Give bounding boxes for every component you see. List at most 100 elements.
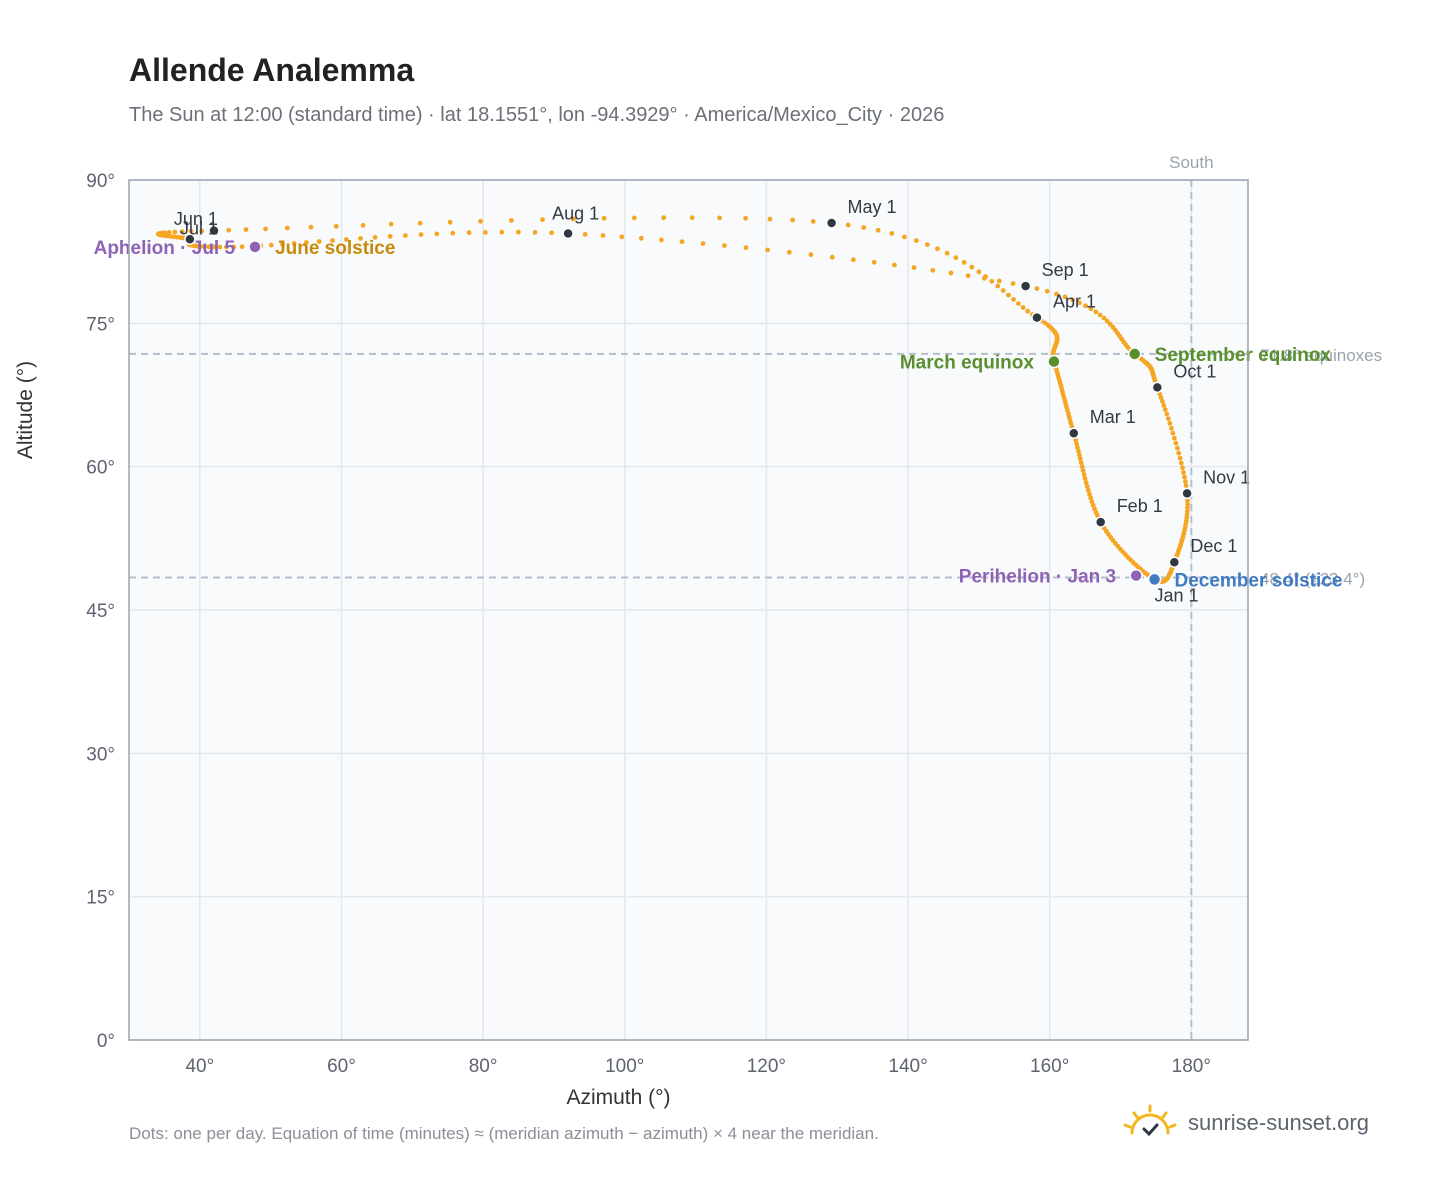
daily-dot bbox=[1025, 308, 1031, 314]
daily-dot bbox=[767, 216, 773, 222]
daily-dot bbox=[1101, 315, 1107, 321]
daily-dot bbox=[1042, 320, 1048, 326]
x-tick-label: 80° bbox=[469, 1056, 498, 1077]
y-tick-label: 45° bbox=[86, 601, 115, 622]
apsis-marker bbox=[1129, 568, 1143, 583]
daily-dot bbox=[892, 262, 897, 268]
month-label: Oct 1 bbox=[1173, 361, 1216, 381]
daily-dot bbox=[1089, 499, 1095, 505]
daily-dot bbox=[206, 244, 212, 250]
equinox-marker bbox=[1047, 354, 1061, 369]
daily-dot bbox=[1077, 452, 1082, 458]
equinox-label: September equinox bbox=[1155, 345, 1332, 366]
daily-dot bbox=[540, 217, 545, 223]
daily-dot bbox=[509, 218, 514, 223]
daily-dot bbox=[601, 215, 607, 221]
daily-dot bbox=[1182, 474, 1187, 480]
daily-dot bbox=[875, 227, 881, 233]
month-label: Jul 1 bbox=[180, 219, 218, 239]
daily-dot bbox=[1078, 460, 1084, 466]
month-marker bbox=[825, 217, 838, 229]
daily-dot bbox=[1178, 460, 1184, 466]
solstice-june-label: June solstice bbox=[275, 238, 395, 259]
daily-dot bbox=[700, 241, 706, 247]
daily-dot bbox=[1170, 430, 1176, 436]
daily-dot bbox=[810, 219, 816, 224]
daily-dot bbox=[902, 234, 907, 240]
x-axis-label: Azimuth (°) bbox=[566, 1086, 670, 1109]
x-tick-label: 60° bbox=[327, 1056, 356, 1077]
daily-dot bbox=[1081, 472, 1087, 477]
daily-dot bbox=[1172, 435, 1177, 441]
daily-dot bbox=[1075, 445, 1080, 450]
daily-dot bbox=[786, 249, 792, 255]
daily-dot bbox=[1097, 312, 1103, 318]
daily-dot bbox=[965, 273, 971, 279]
daily-dot bbox=[1184, 508, 1190, 514]
daily-dot bbox=[969, 264, 975, 270]
daily-dot bbox=[239, 244, 245, 250]
daily-dot bbox=[913, 238, 919, 244]
chart-title: Allende Analemma bbox=[129, 52, 415, 88]
month-marker bbox=[1168, 556, 1181, 568]
brand-name[interactable]: sunrise-sunset.org bbox=[1188, 1110, 1369, 1135]
daily-dot bbox=[948, 270, 954, 276]
daily-dot bbox=[202, 244, 207, 250]
daily-dot bbox=[1088, 495, 1094, 501]
daily-dot bbox=[217, 244, 223, 250]
daily-dot bbox=[532, 230, 538, 235]
daily-dot bbox=[1044, 288, 1050, 294]
month-marker bbox=[184, 233, 196, 245]
chart-subtitle: The Sun at 12:00 (standard time) · lat 1… bbox=[129, 104, 945, 126]
daily-dot bbox=[198, 244, 204, 249]
daily-dot bbox=[743, 245, 749, 251]
daily-dot bbox=[1092, 506, 1097, 512]
month-marker bbox=[1094, 516, 1107, 528]
daily-dot bbox=[1085, 487, 1091, 493]
daily-dot bbox=[845, 222, 851, 228]
daily-dot bbox=[243, 227, 249, 233]
daily-dot bbox=[179, 229, 185, 235]
daily-dot bbox=[388, 221, 394, 227]
month-marker bbox=[1019, 280, 1032, 292]
daily-dot bbox=[930, 267, 936, 273]
daily-dot bbox=[1160, 398, 1165, 404]
daily-dot bbox=[829, 254, 835, 260]
south-label: South bbox=[1169, 153, 1213, 172]
plot-frame bbox=[128, 179, 1249, 1041]
daily-dot bbox=[403, 233, 408, 238]
month-label: Dec 1 bbox=[1190, 536, 1237, 556]
daily-dot bbox=[1175, 445, 1180, 451]
daily-dot bbox=[263, 226, 268, 232]
daily-dot bbox=[689, 215, 695, 221]
month-marker bbox=[562, 227, 574, 240]
daily-dot bbox=[1176, 450, 1182, 456]
daily-dot bbox=[1180, 465, 1185, 471]
x-tick-label: 100° bbox=[605, 1056, 644, 1077]
daily-dot bbox=[499, 229, 505, 235]
month-label: Jan 1 bbox=[1155, 585, 1199, 605]
y-tick-label: 30° bbox=[86, 744, 115, 765]
daily-dot bbox=[280, 241, 285, 247]
daily-dot bbox=[1083, 303, 1088, 309]
daily-dot bbox=[360, 222, 366, 228]
apsis-marker bbox=[248, 240, 262, 254]
daily-dot bbox=[418, 232, 424, 238]
footnote: Dots: one per day. Equation of time (min… bbox=[129, 1124, 879, 1143]
daily-dot bbox=[600, 233, 606, 238]
sun-icon bbox=[1123, 1104, 1177, 1137]
daily-dot bbox=[211, 244, 217, 250]
daily-dot bbox=[1011, 297, 1016, 302]
daily-dot bbox=[1167, 421, 1173, 426]
daily-dot bbox=[1090, 502, 1096, 508]
y-tick-label: 0° bbox=[97, 1031, 115, 1052]
daily-dot bbox=[1185, 498, 1190, 503]
daily-dot bbox=[450, 230, 456, 236]
solstice-december-label: December solstice bbox=[1175, 570, 1343, 591]
brand[interactable]: sunrise-sunset.org bbox=[1122, 1103, 1369, 1143]
daily-dot bbox=[417, 220, 423, 226]
x-tick-label: 120° bbox=[747, 1056, 786, 1077]
daily-dot bbox=[1169, 425, 1174, 431]
daily-dot bbox=[1093, 309, 1099, 315]
daily-dot bbox=[1082, 476, 1088, 481]
